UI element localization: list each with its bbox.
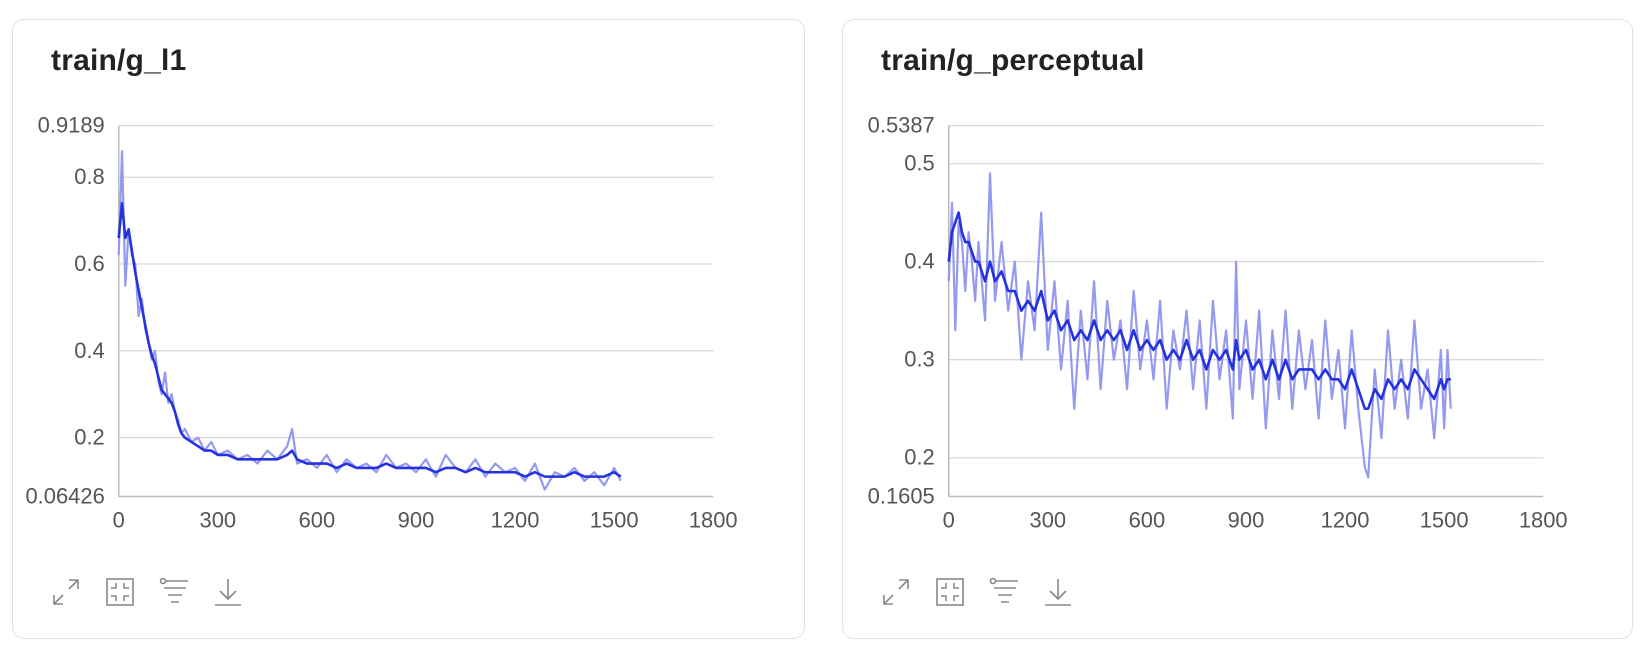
y-tick-label: 0.9189 — [38, 113, 105, 138]
raw-series-line — [947, 172, 1452, 479]
expand-button[interactable] — [49, 575, 83, 609]
chart-title: train/g_l1 — [51, 44, 187, 77]
x-tick-label: 900 — [398, 507, 435, 532]
fit-button[interactable] — [103, 575, 137, 609]
y-tick-label: 0.8 — [74, 164, 104, 189]
x-tick-label: 900 — [1228, 507, 1265, 532]
x-tick-label: 0 — [943, 507, 955, 532]
filter-button[interactable] — [157, 575, 191, 609]
y-tick-label: 0.5 — [904, 151, 934, 176]
smoothed-series-line — [117, 202, 622, 478]
chart-card-g-l1: train/g_l1 0.9189 0.8 0.6 0.4 0.2 0.06426 0 300… — [12, 19, 805, 639]
filter-icon — [989, 577, 1018, 603]
line-chart-g-l1: 0.9189 0.8 0.6 0.4 0.2 0.06426 0 300 600 900 1200 1… — [25, 113, 738, 533]
fit-icon — [936, 578, 964, 606]
chart-title: train/g_perceptual — [881, 44, 1145, 77]
x-tick-label: 600 — [1129, 507, 1166, 532]
x-tick-label: 300 — [200, 507, 237, 532]
line-chart-g-perceptual: 0.5387 0.5 0.4 0.3 0.2 0.1605 0 300 600 900 1200 15… — [868, 113, 1568, 533]
filter-icon — [159, 577, 188, 603]
download-button[interactable] — [211, 575, 245, 609]
x-tick-label: 1500 — [1420, 507, 1469, 532]
raw-series-line — [117, 150, 622, 491]
expand-button[interactable] — [879, 575, 913, 609]
fit-button[interactable] — [933, 575, 967, 609]
chart-card-g-perceptual: train/g_perceptual 0.5387 0.5 0.4 0.3 0.2 0.1… — [842, 19, 1633, 639]
x-tick-label: 300 — [1030, 507, 1067, 532]
download-icon — [215, 579, 241, 606]
y-tick-label: 0.4 — [74, 338, 104, 363]
download-button[interactable] — [1041, 575, 1075, 609]
x-tick-label: 1200 — [491, 507, 540, 532]
filter-button[interactable] — [987, 575, 1021, 609]
y-tick-label: 0.06426 — [25, 483, 104, 508]
expand-icon — [53, 579, 79, 605]
y-tick-label: 0.5387 — [868, 113, 935, 138]
y-tick-label: 0.2 — [904, 445, 934, 470]
x-tick-label: 1800 — [1519, 507, 1568, 532]
x-tick-label: 1200 — [1321, 507, 1370, 532]
y-tick-label: 0.3 — [904, 347, 934, 372]
y-tick-label: 0.2 — [74, 425, 104, 450]
smoothed-series-line — [947, 211, 1451, 411]
y-tick-label: 0.6 — [74, 251, 104, 276]
y-tick-label: 0.4 — [904, 249, 934, 274]
chart-toolbar — [49, 575, 245, 611]
download-icon — [1045, 579, 1071, 606]
y-tick-label: 0.1605 — [868, 483, 935, 508]
x-tick-label: 600 — [299, 507, 336, 532]
expand-icon — [883, 579, 909, 605]
x-tick-label: 1500 — [590, 507, 639, 532]
chart-toolbar — [879, 575, 1075, 611]
fit-icon — [106, 578, 134, 606]
x-tick-label: 0 — [113, 507, 125, 532]
x-tick-label: 1800 — [689, 507, 738, 532]
